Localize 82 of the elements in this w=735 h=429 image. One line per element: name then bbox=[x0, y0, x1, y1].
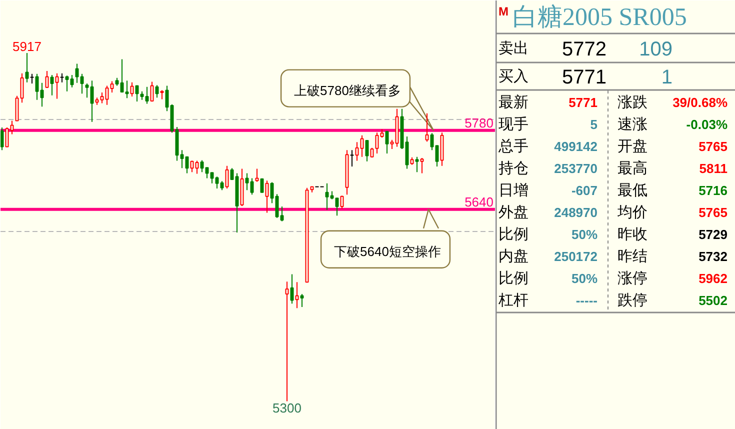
ref-line-label: 5640 bbox=[464, 194, 494, 210]
text: 5772 bbox=[562, 38, 607, 60]
text: 最新 bbox=[498, 94, 528, 111]
text: 1 bbox=[661, 66, 672, 88]
candlestick bbox=[150, 81, 154, 102]
annotation: 5300 bbox=[272, 400, 302, 416]
candlestick bbox=[370, 147, 374, 158]
text: 均价 bbox=[616, 204, 648, 221]
candlestick bbox=[415, 156, 419, 173]
text: 499142 bbox=[554, 139, 598, 154]
text: 5771 bbox=[568, 95, 598, 110]
text: 5765 bbox=[698, 205, 728, 220]
text: ----- bbox=[576, 293, 598, 308]
text: 现手 bbox=[498, 116, 528, 133]
text: 内盘 bbox=[498, 248, 528, 265]
candlestick bbox=[340, 195, 344, 210]
text: 5765 bbox=[698, 139, 728, 154]
text: 248970 bbox=[554, 205, 598, 220]
candlestick bbox=[30, 73, 34, 84]
candlestick bbox=[55, 72, 59, 100]
text: 5729 bbox=[698, 227, 728, 242]
text: 涨停 bbox=[618, 270, 648, 287]
candlestick bbox=[25, 52, 29, 83]
candlestick bbox=[285, 281, 289, 402]
text: 最低 bbox=[618, 182, 648, 199]
text: 卖出 bbox=[498, 40, 528, 57]
text: 5732 bbox=[698, 249, 728, 264]
text: 253770 bbox=[554, 161, 598, 176]
text: 杠杆 bbox=[498, 292, 528, 309]
text: 5502 bbox=[698, 293, 728, 308]
text: M bbox=[498, 4, 508, 18]
text: 比例 bbox=[498, 226, 528, 243]
text: 5716 bbox=[698, 183, 728, 198]
text: 最高 bbox=[618, 160, 648, 177]
candlestick bbox=[385, 130, 389, 154]
candlestick bbox=[265, 180, 269, 214]
annotation: 下破5640短空操作 bbox=[334, 244, 441, 259]
text: 50% bbox=[571, 271, 598, 286]
annotation: 5917 bbox=[12, 38, 42, 54]
candlestick bbox=[0, 127, 4, 151]
candlestick bbox=[295, 282, 299, 309]
text: 跌停 bbox=[618, 292, 648, 309]
text: 涨跌 bbox=[618, 94, 648, 111]
text: 5962 bbox=[698, 271, 728, 286]
text: 昨结 bbox=[618, 248, 648, 265]
text: 250172 bbox=[554, 249, 598, 264]
annotation: 上破5780继续看多 bbox=[294, 82, 401, 98]
candlestick bbox=[300, 294, 304, 308]
text: 总手 bbox=[498, 138, 528, 155]
text: 5771 bbox=[562, 66, 607, 88]
candlestick bbox=[425, 112, 429, 142]
text: -607 bbox=[571, 183, 598, 198]
candlestick bbox=[45, 70, 49, 88]
text: 日增 bbox=[498, 182, 528, 199]
candlestick bbox=[135, 85, 139, 102]
candlestick bbox=[365, 140, 369, 162]
ref-line-label: 5780 bbox=[464, 115, 494, 130]
candlestick bbox=[420, 157, 424, 174]
candlestick bbox=[260, 178, 264, 193]
text: 持仓 bbox=[498, 160, 528, 177]
text: 5 bbox=[590, 117, 598, 132]
text: 白糖2005 SR005 bbox=[512, 4, 687, 31]
text: -0.03% bbox=[686, 117, 728, 132]
candlestick bbox=[290, 274, 294, 304]
text: 比例 bbox=[498, 270, 528, 287]
candlestick bbox=[350, 150, 354, 167]
text: 开盘 bbox=[618, 138, 648, 155]
text: 速涨 bbox=[618, 116, 648, 133]
candlestick bbox=[60, 72, 64, 83]
text: 39/0.68% bbox=[672, 95, 728, 110]
text: 50% bbox=[571, 227, 598, 242]
candlestick bbox=[255, 168, 259, 182]
candlestick bbox=[50, 74, 54, 96]
text: 109 bbox=[639, 38, 673, 60]
text: 买入 bbox=[498, 68, 528, 85]
candlestick bbox=[160, 90, 164, 100]
candlestick bbox=[130, 82, 134, 97]
candlestick bbox=[155, 84, 159, 98]
candlestick bbox=[225, 165, 229, 189]
text: 外盘 bbox=[498, 204, 528, 221]
text: 5811 bbox=[699, 161, 728, 176]
text: 昨收 bbox=[618, 226, 648, 243]
